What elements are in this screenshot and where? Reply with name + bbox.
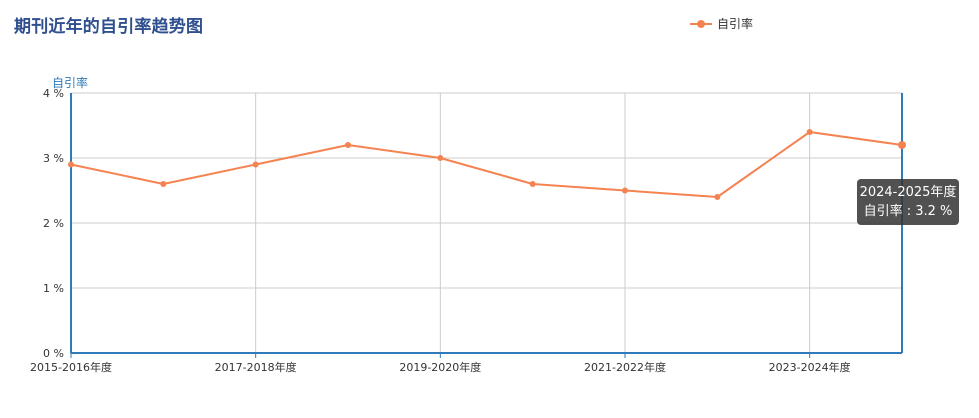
series-line (70, 131, 903, 198)
y-tick-label: 2 % (43, 217, 64, 230)
x-tick-label: 2021-2022年度 (584, 360, 666, 374)
tooltip-value: 自引率 : 3.2 % (863, 204, 953, 219)
y-tick-label: 0 % (43, 347, 64, 360)
x-tick-label: 2023-2024年度 (769, 360, 851, 374)
data-point (714, 194, 721, 200)
tooltip-category: 2024-2025年度 (859, 185, 957, 200)
data-point (806, 129, 813, 135)
legend-line-marker-icon (690, 19, 712, 28)
data-point (252, 161, 259, 168)
y-tick-label: 3 % (43, 152, 64, 165)
x-tick-label: 2019-2020年度 (399, 360, 481, 374)
data-point (345, 142, 351, 148)
grid-lines (71, 92, 902, 354)
series-layer (68, 129, 906, 200)
chart-title: 期刊近年的自引率趋势图 (14, 17, 204, 37)
data-point (529, 181, 536, 187)
data-point (68, 161, 74, 168)
legend-label: 自引率 (717, 17, 754, 31)
data-point (160, 181, 167, 187)
data-point (898, 141, 906, 149)
legend[interactable]: 自引率 (690, 15, 753, 32)
tick-labels: 0 % 1 % 2 % 3 % 4 % 2015-2016年度 2017-2018年度 201… (30, 87, 851, 374)
data-point (437, 155, 444, 161)
x-tick-label: 2015-2016年度 (30, 360, 112, 374)
axes (70, 93, 903, 358)
y-tick-label: 1 % (43, 282, 64, 295)
y-tick-label: 4 % (43, 87, 64, 100)
y-axis-label: 自引率 (52, 76, 89, 90)
data-point (622, 187, 628, 194)
x-tick-label: 2017-2018年度 (215, 360, 297, 374)
tooltip: 2024-2025年度 自引率 : 3.2 % (857, 179, 959, 225)
